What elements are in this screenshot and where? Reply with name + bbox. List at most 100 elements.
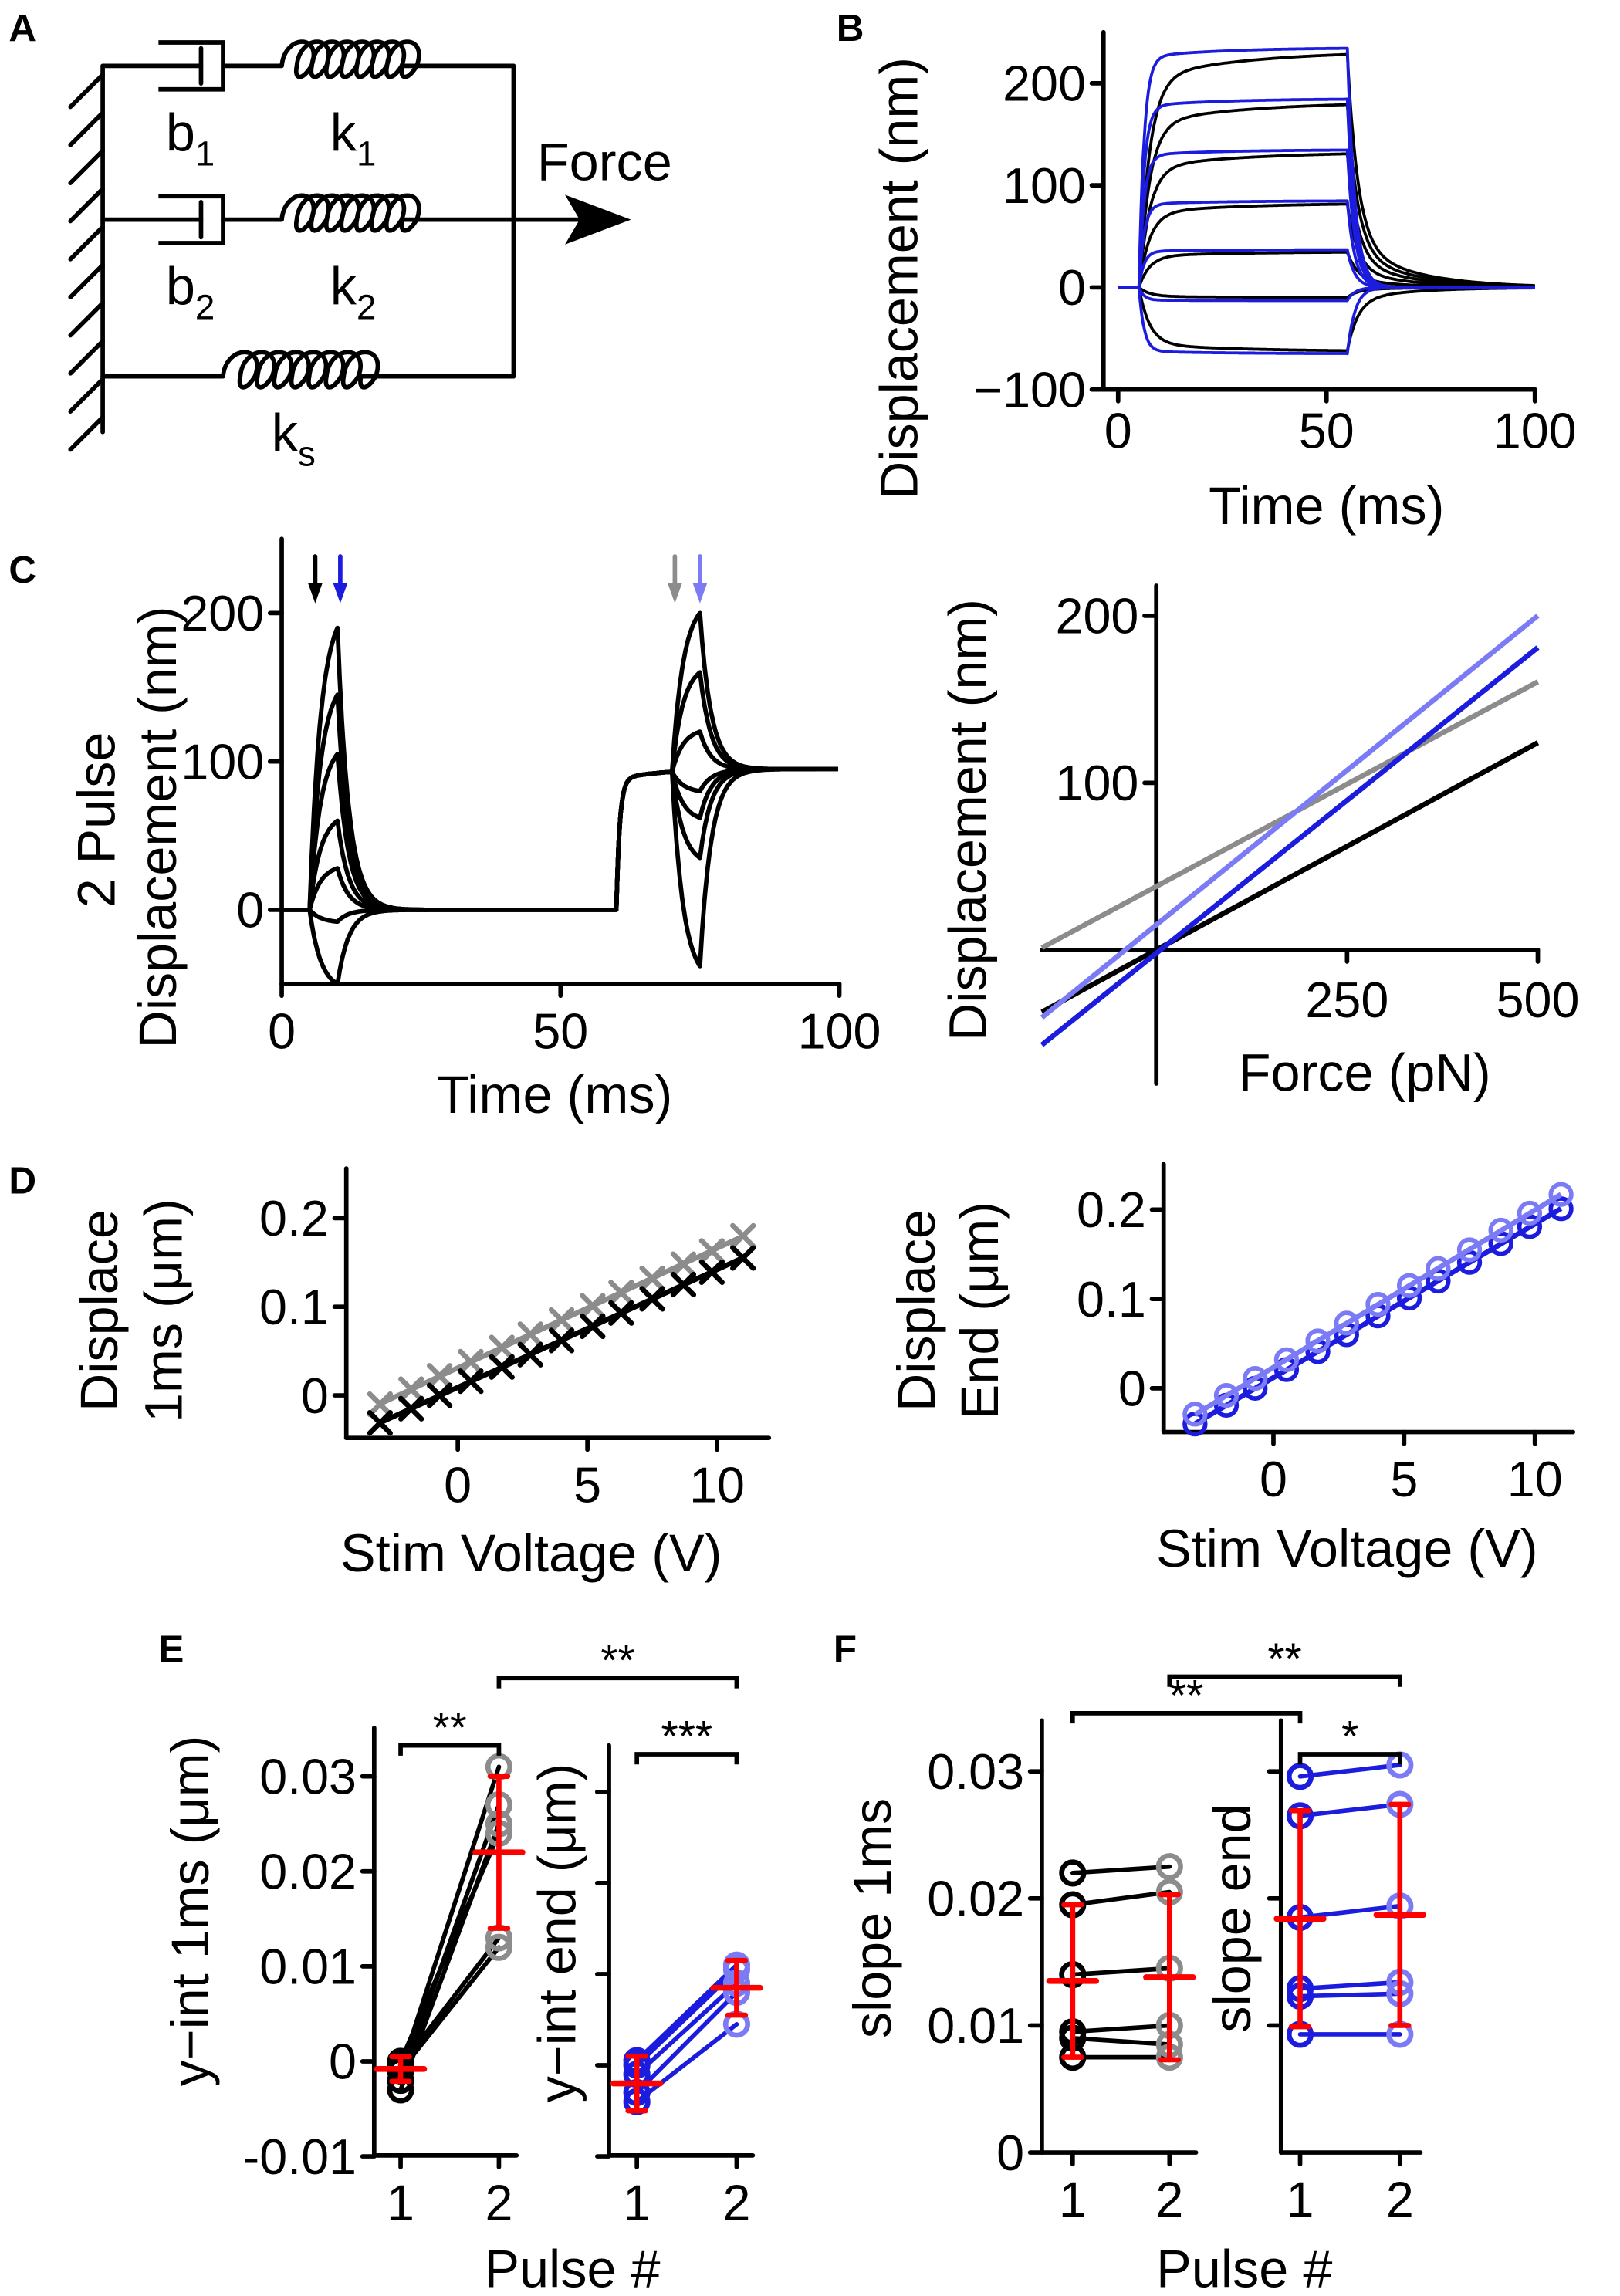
subject-line — [398, 1831, 502, 2064]
data-point-circle — [1456, 1237, 1483, 1263]
data-point-circle — [1305, 1328, 1331, 1354]
x-axis-title: Time (ms) — [437, 1066, 672, 1124]
wall-hatch — [68, 377, 105, 414]
subject-line — [1297, 1991, 1402, 1999]
data-point-circle — [1396, 1273, 1422, 1298]
x-marker-stroke — [367, 1410, 394, 1436]
data-point-x-marker — [730, 1222, 756, 1249]
subject-line — [634, 1967, 739, 2068]
trace-black — [1118, 103, 1536, 289]
x-tick-label: 250 — [1305, 972, 1388, 1028]
x-tick-label: 1 — [1059, 2173, 1087, 2228]
data-point-x-marker — [639, 1286, 665, 1312]
wall-hatch — [68, 339, 105, 376]
x-marker-stroke — [548, 1327, 575, 1354]
data-point-x-marker — [458, 1348, 484, 1375]
x-marker-stroke — [426, 1363, 453, 1389]
trace-blue — [1118, 97, 1536, 289]
x-axis-title: Stim Voltage (V) — [340, 1524, 722, 1583]
significance-f-end-stars: * — [1341, 1712, 1358, 1761]
fit-line-blue — [1040, 645, 1540, 1047]
wall-hatch — [68, 186, 105, 224]
subject-line — [634, 1990, 739, 2095]
y-tick-label: 0 — [329, 2034, 357, 2090]
wall-hatch — [68, 148, 105, 186]
y-axis-title: Displace — [888, 1209, 946, 1412]
displacement-trace — [280, 610, 840, 912]
data-point-circle — [1517, 1214, 1543, 1239]
x-marker-stroke — [517, 1341, 543, 1368]
b2-label: b2 — [166, 258, 215, 327]
subject-line — [1070, 1966, 1172, 1977]
data-point-circle — [1182, 1402, 1208, 1427]
panel-label-e: E — [158, 1628, 184, 1671]
y-tick-label: 0 — [996, 2125, 1024, 2181]
x-tick-label: 1 — [623, 2175, 651, 2230]
wall-hatch — [68, 72, 105, 110]
significance-e-end-bracket — [634, 1752, 739, 1765]
y-tick-label: 0.1 — [1077, 1272, 1146, 1327]
significance-f-end-bracket — [1297, 1752, 1402, 1765]
y-axis-title: y−int 1ms (μm) — [161, 1736, 220, 2087]
data-point-circle — [1548, 1182, 1574, 1207]
plot-e-left: -0.01 0 0.01 0.02 0.03 1 2 y−int 1ms (μm) Pulse … — [161, 1703, 661, 2296]
y-tick-label: 0.01 — [927, 1998, 1024, 2054]
wall-hatch — [68, 262, 105, 300]
significance-e-cross-bracket — [496, 1676, 739, 1689]
data-point-pulse-1 — [1286, 1763, 1314, 1790]
x-marker-stroke — [639, 1286, 665, 1312]
x-marker-stroke — [639, 1265, 665, 1292]
x-tick-label: 5 — [573, 1458, 601, 1513]
x-tick-label: 50 — [1299, 404, 1355, 459]
data-point-circle — [1488, 1217, 1513, 1243]
subject-line — [1297, 1763, 1402, 1779]
y-tick-label: 0 — [301, 1368, 329, 1424]
x-marker-stroke — [398, 1376, 424, 1402]
y-tick-label: 0.2 — [259, 1191, 329, 1246]
plot-e-right: 1 2y−int end (μm)***** — [496, 1636, 763, 2230]
data-point-x-marker — [367, 1410, 394, 1436]
y-axis-title: Displacement (nm) — [129, 606, 188, 1048]
y-axis-title: Displace — [70, 1209, 129, 1412]
subject-line — [1297, 1980, 1402, 1991]
x-marker-stroke — [580, 1293, 606, 1319]
mechanical-model-schematic: b1 k1 b2 k2 ks Force — [68, 39, 672, 473]
data-point-pulse-2 — [1155, 1853, 1183, 1881]
y-axis-title: 2 Pulse — [67, 732, 126, 908]
y-tick-label: 100 — [181, 734, 264, 790]
y-tick-label: 0 — [1118, 1361, 1146, 1417]
y-axis-title: y−int end (μm) — [528, 1763, 587, 2103]
data-point-x-marker — [489, 1354, 515, 1380]
x-tick-label: 1 — [1287, 2173, 1314, 2228]
arrow-head-icon — [667, 583, 682, 604]
x-tick-label: 2 — [485, 2175, 512, 2230]
x-marker-stroke — [730, 1222, 756, 1249]
y-tick-label: 0 — [1058, 260, 1086, 316]
data-point-x-marker — [398, 1376, 424, 1402]
plot-f-left: 0 0.01 0.02 0.03 1 2 slope 1ms Pulse # ** — [844, 1671, 1332, 2296]
subject-line — [1070, 1864, 1172, 1875]
data-point-circle — [1548, 1196, 1574, 1222]
y-axis-title: Displacement (nm) — [870, 57, 928, 499]
data-point-x-marker — [698, 1238, 725, 1264]
data-point-x-marker — [670, 1271, 697, 1298]
x-axis-title: Stim Voltage (V) — [1156, 1520, 1537, 1578]
data-point-circle — [1517, 1200, 1543, 1226]
fit-line-light_blue — [1193, 1192, 1563, 1417]
fit-line-light_blue — [1040, 614, 1540, 1020]
ks-label: ks — [272, 404, 316, 473]
x-axis-title: Force (pN) — [1239, 1044, 1491, 1103]
y-axis-title: Displacement (nm) — [939, 599, 998, 1041]
wall-hatch — [68, 300, 105, 338]
significance-f-slope1-bracket — [1070, 1711, 1303, 1724]
data-point-circle — [1243, 1366, 1268, 1391]
data-point-x-marker — [458, 1368, 484, 1395]
plot-d-right: 0 0.1 0.2 0 5 10 Displace End (μm) Stim Voltage … — [888, 1162, 1576, 1578]
data-point-x-marker — [580, 1293, 606, 1319]
x-marker-stroke — [580, 1313, 606, 1340]
k2-label: k2 — [330, 258, 377, 327]
panel-label-f: F — [834, 1628, 857, 1671]
y-axis-title: End (μm) — [951, 1202, 1010, 1419]
data-point-x-marker — [608, 1300, 634, 1326]
arrow-head-icon — [692, 583, 708, 604]
